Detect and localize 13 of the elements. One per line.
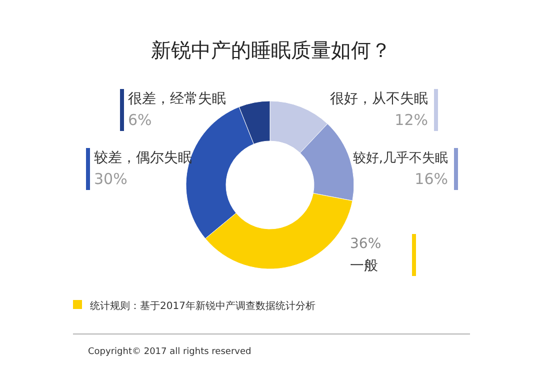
slice-label: 很好，从不失眠	[330, 91, 428, 107]
data-label: 6%	[128, 111, 152, 129]
title: 新锐中产的睡眠质量如何？	[151, 38, 391, 62]
data-label: 30%	[94, 170, 128, 188]
slice-label: 一般	[350, 258, 378, 274]
text: 统计规则：基于2017年新锐中产调查数据统计分析	[90, 300, 316, 312]
text: Copyright© 2017 all rights reserved	[88, 347, 252, 357]
data-label: 12%	[394, 111, 428, 129]
data-label: 16%	[414, 170, 448, 188]
slice-label: 很差，经常失眠	[128, 91, 226, 107]
data-label: 36%	[350, 236, 382, 252]
slice-label: 较差，偶尔失眠	[94, 150, 192, 166]
slice-label: 较好,几乎不失眠	[352, 151, 448, 166]
